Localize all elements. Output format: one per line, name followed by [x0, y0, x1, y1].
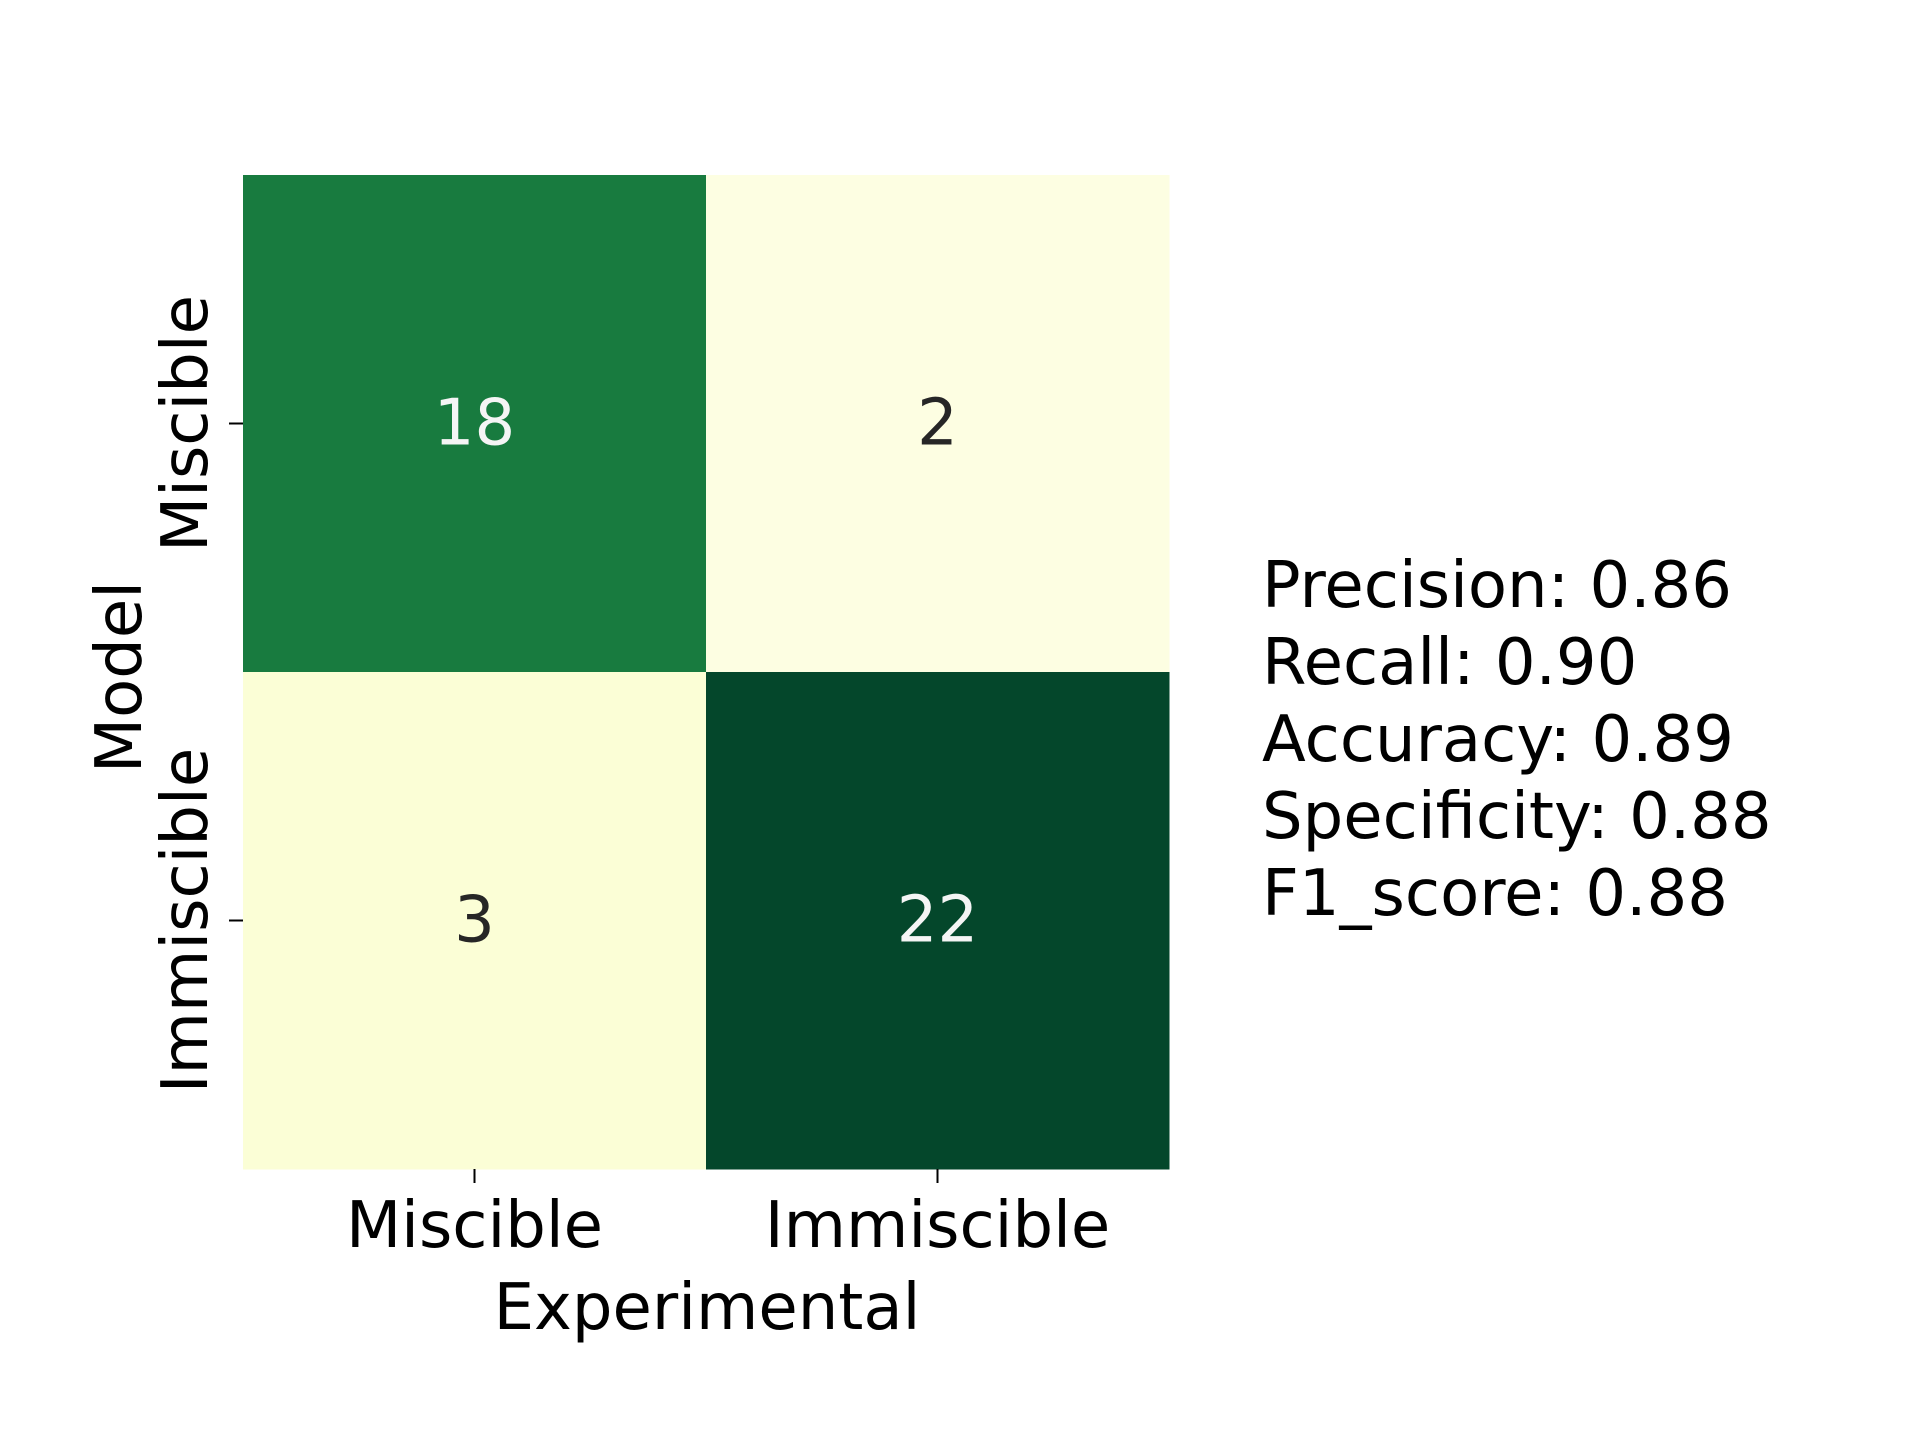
cell-value-miscible-immiscible: 2: [917, 387, 958, 461]
metric-f1-score-value: 0.88: [1585, 857, 1728, 931]
metric-precision: Precision: 0.86: [1262, 549, 1732, 623]
metric-specificity-value: 0.88: [1629, 780, 1772, 854]
metric-precision-label: Precision: [1262, 549, 1548, 623]
metric-specificity: Specificity: 0.88: [1262, 780, 1772, 854]
cell-value-immiscible-immiscible: 22: [897, 884, 978, 958]
x-tick-label-immiscible: Immiscible: [765, 1189, 1110, 1263]
x-axis-ticks: Miscible Immiscible: [346, 1169, 1110, 1263]
metric-recall-value: 0.90: [1494, 626, 1638, 700]
x-axis-label: Experimental: [494, 1271, 921, 1345]
heatmap-cell-miscible-immiscible: [706, 175, 1170, 673]
metric-f1-score-label: F1_score: [1262, 857, 1544, 931]
x-tick-label-miscible: Miscible: [346, 1189, 603, 1263]
metric-recall: Recall: 0.90: [1262, 626, 1638, 700]
y-axis-ticks: Miscible Immiscible: [149, 295, 243, 1093]
metric-accuracy-value: 0.89: [1591, 703, 1734, 777]
metric-precision-value: 0.86: [1589, 549, 1732, 623]
cell-value-immiscible-miscible: 3: [454, 884, 495, 958]
heatmap-cells: [243, 175, 1170, 1170]
metric-accuracy-label: Accuracy: [1262, 703, 1550, 777]
y-tick-label-immiscible: Immiscible: [149, 748, 223, 1093]
y-axis-label: Model: [83, 581, 157, 773]
y-tick-label-miscible: Miscible: [149, 295, 223, 552]
metric-specificity-label: Specificity: [1262, 780, 1588, 854]
metric-accuracy: Accuracy: 0.89: [1262, 703, 1734, 777]
heatmap-cell-miscible-miscible: [243, 175, 707, 673]
metric-recall-label: Recall: [1262, 626, 1453, 700]
metric-f1-score: F1_score: 0.88: [1262, 857, 1728, 931]
heatmap-cell-immiscible-miscible: [243, 672, 707, 1170]
cell-value-miscible-miscible: 18: [434, 387, 515, 461]
cell-annotations: 18 2 3 22: [434, 387, 978, 958]
metrics-panel: Precision: 0.86 Recall: 0.90 Accuracy: 0…: [1262, 548, 1772, 933]
heatmap-cell-immiscible-immiscible: [706, 672, 1170, 1170]
